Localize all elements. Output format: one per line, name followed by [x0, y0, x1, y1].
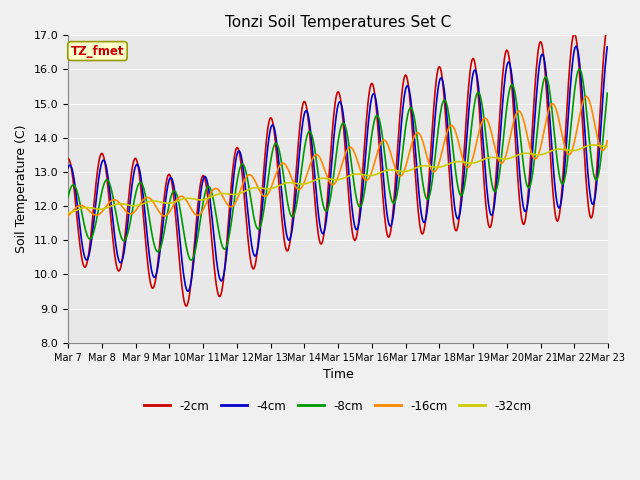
X-axis label: Time: Time [323, 368, 353, 381]
Text: TZ_fmet: TZ_fmet [71, 45, 124, 58]
Y-axis label: Soil Temperature (C): Soil Temperature (C) [15, 125, 28, 253]
Legend: -2cm, -4cm, -8cm, -16cm, -32cm: -2cm, -4cm, -8cm, -16cm, -32cm [140, 395, 536, 417]
Title: Tonzi Soil Temperatures Set C: Tonzi Soil Temperatures Set C [225, 15, 451, 30]
